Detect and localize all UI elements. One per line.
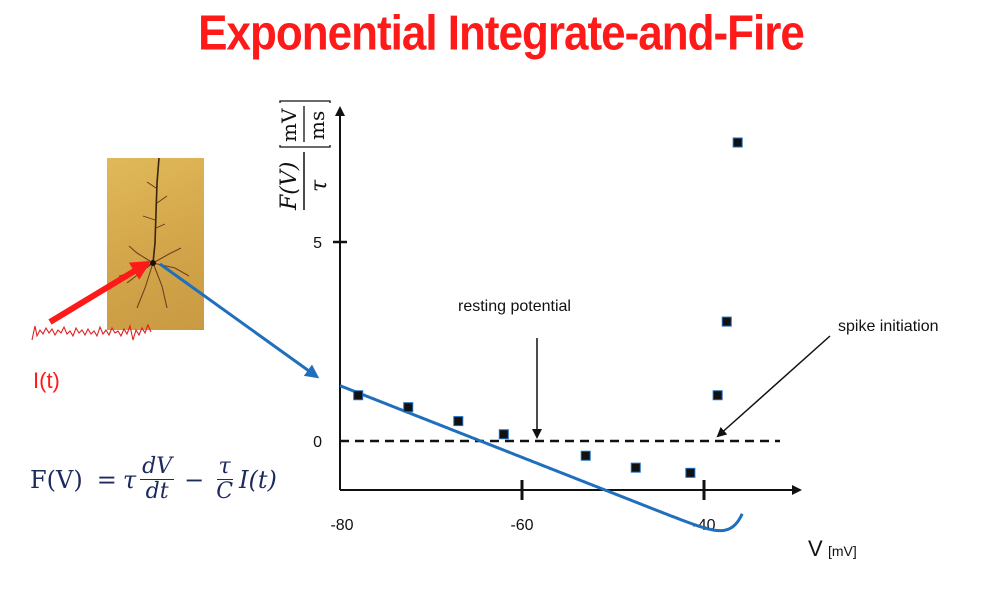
data-point [732, 137, 743, 148]
data-point [453, 416, 464, 427]
model-equation: F(V) = τ dV dt − τ C I(t) [30, 454, 277, 505]
input-current-trace [31, 323, 152, 341]
y-label-unit-mv: mV [277, 108, 301, 142]
equation-tau: τ [122, 465, 137, 494]
data-point [353, 390, 364, 401]
y-label-tau: τ [307, 179, 332, 192]
y-tick-label: 5 [313, 235, 322, 252]
x-axis-unit: [mV] [828, 543, 857, 559]
equation-derivative: dV dt [140, 454, 175, 505]
pointer-arrow [159, 262, 320, 379]
axis-ticks [333, 240, 706, 500]
page-title: Exponential Integrate-and-Fire [198, 6, 805, 61]
data-point [712, 390, 723, 401]
fv-curve [339, 384, 744, 533]
data-point [630, 462, 641, 473]
x-tick-label: -80 [330, 517, 353, 534]
equation-c: C [216, 479, 234, 505]
equation-tau-over-c: τ C [214, 454, 235, 505]
equation-dt: dt [145, 479, 169, 505]
resting-potential-label: resting potential [458, 298, 571, 315]
y-label-fv: F(V) [277, 162, 302, 211]
data-point [403, 402, 414, 413]
data-point [685, 467, 696, 478]
spike-initiation-arrow [716, 335, 831, 438]
input-arrow [48, 260, 152, 325]
equation-equals: = [96, 465, 117, 494]
equation-minus: − [184, 465, 205, 494]
x-axis-label: V [808, 536, 823, 561]
spike-initiation-label: spike initiation [838, 318, 939, 335]
x-tick-label: -60 [510, 517, 533, 534]
y-tick-label: 0 [313, 434, 322, 451]
input-current-label: I(t) [33, 368, 60, 393]
equation-input: I(t) [239, 465, 277, 494]
data-markers [353, 137, 743, 478]
equation-dv: dV [140, 454, 175, 481]
y-axis-label: F(V) τ mV ms [277, 100, 332, 211]
data-point [721, 316, 732, 327]
equation-lhs: F(V) [30, 465, 83, 494]
neuron-image [107, 157, 204, 330]
data-point [498, 429, 509, 440]
equation-tau-num: τ [216, 454, 233, 481]
data-point [580, 450, 591, 461]
y-label-unit-ms: ms [305, 111, 329, 140]
